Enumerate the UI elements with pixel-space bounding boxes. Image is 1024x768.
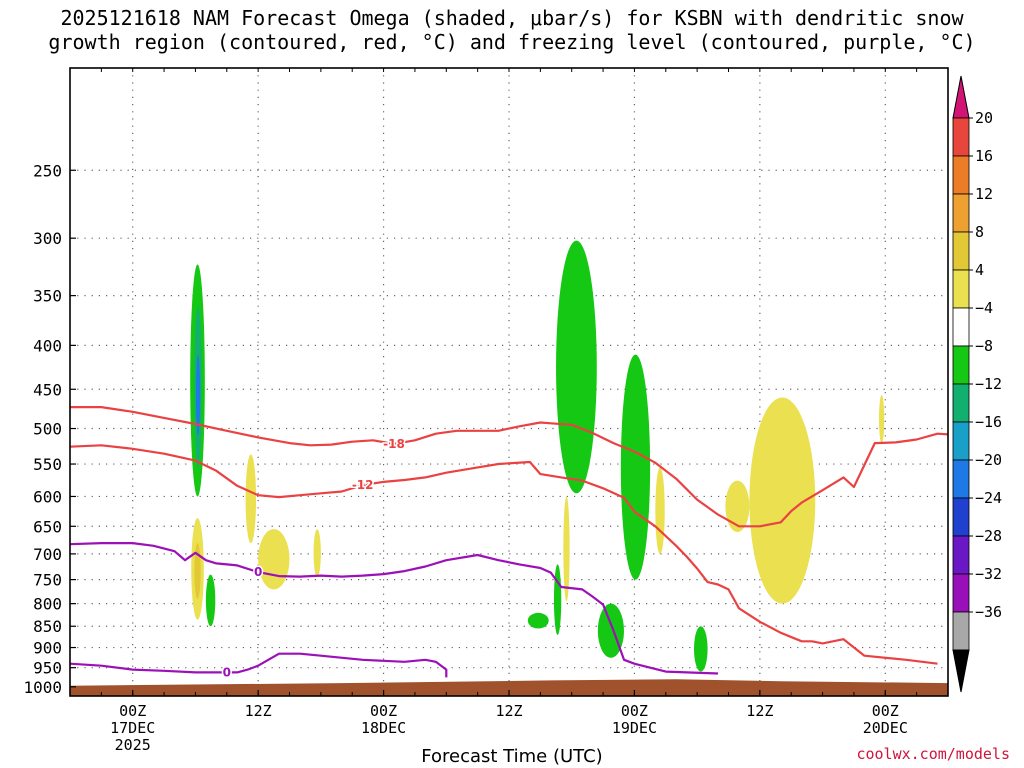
colorbar-segment — [952, 459, 970, 499]
colorbar-label: −16 — [975, 413, 1002, 431]
ground-layer — [70, 679, 948, 696]
y-tick-label: 500 — [33, 420, 62, 439]
colorbar-segment — [952, 421, 970, 461]
plot-background — [70, 68, 948, 696]
title-line-2: growth region (contoured, red, °C) and f… — [48, 30, 976, 54]
omega-blob — [563, 496, 570, 602]
x-tick-label: 2025 — [115, 736, 151, 754]
colorbar-label: −8 — [975, 337, 993, 355]
omega-blob — [205, 574, 216, 627]
colorbar-label: −24 — [975, 489, 1002, 507]
omega-blob — [749, 397, 816, 604]
x-tick-label: 12Z — [495, 702, 522, 720]
y-tick-label: 550 — [33, 455, 62, 474]
x-tick-label: 00Z — [872, 702, 899, 720]
colorbar-segment — [952, 117, 970, 157]
x-tick-label: 00Z — [119, 702, 146, 720]
colorbar-segment — [952, 611, 970, 651]
y-tick-label: 350 — [33, 287, 62, 306]
omega-blob — [527, 612, 549, 629]
colorbar-segment — [952, 497, 970, 537]
x-tick-label: 19DEC — [612, 719, 657, 737]
colorbar-segment — [952, 383, 970, 423]
colorbar: 20 16 12 8 4 −4 −8 −12 −16 −20 −24 −28 −32 −36 — [952, 75, 1002, 693]
y-tick-label: 600 — [33, 487, 62, 506]
x-tick-label: 00Z — [621, 702, 648, 720]
contour-label: 0 — [254, 565, 262, 579]
colorbar-segment — [952, 345, 970, 385]
omega-blob — [556, 240, 597, 494]
contour-line — [70, 406, 948, 528]
colorbar-segment — [952, 231, 970, 271]
x-tick-label: 12Z — [746, 702, 773, 720]
y-tick-label: 700 — [33, 545, 62, 564]
x-axis-label: Forecast Time (UTC) — [421, 746, 603, 767]
x-tick-label: 17DEC — [110, 719, 155, 737]
colorbar-label: −36 — [975, 603, 1002, 621]
colorbar-label: −12 — [975, 375, 1002, 393]
y-tick-label: 750 — [33, 571, 62, 590]
colorbar-label: 16 — [975, 147, 993, 165]
contour-line — [70, 652, 448, 678]
y-tick-label: 250 — [33, 161, 62, 180]
colorbar-label: −32 — [975, 565, 1002, 583]
y-tick-label: 900 — [33, 639, 62, 658]
contour-label: 0 — [223, 665, 231, 679]
colorbar-segment — [952, 573, 970, 613]
x-tick-label: 18DEC — [361, 719, 406, 737]
colorbar-label: 4 — [975, 261, 984, 279]
colorbar-segment — [952, 269, 970, 309]
x-tick-label: 00Z — [370, 702, 397, 720]
colorbar-label: 8 — [975, 223, 984, 241]
y-tick-label: 850 — [33, 617, 62, 636]
omega-blob — [245, 454, 257, 544]
contour-label: -18 — [383, 437, 405, 451]
y-tick-label: 400 — [33, 336, 62, 355]
chart-title: 2025121618 NAM Forecast Omega (shaded, μ… — [0, 6, 1024, 54]
omega-blob — [194, 543, 201, 599]
y-tick-label: 300 — [33, 229, 62, 248]
ground-fill — [70, 679, 948, 696]
colorbar-label: −20 — [975, 451, 1002, 469]
omega-blob — [553, 564, 562, 635]
omega-blob — [620, 354, 651, 580]
x-tick-label: 20DEC — [863, 719, 908, 737]
colorbar-label: −4 — [975, 299, 993, 317]
omega-shading — [190, 240, 885, 672]
y-tick-label: 450 — [33, 380, 62, 399]
credit-text: coolwx.com/models — [856, 745, 1010, 763]
contour-label: -12 — [352, 478, 374, 492]
omega-blob — [258, 529, 290, 590]
omega-blob — [694, 626, 708, 672]
colorbar-label: 20 — [975, 109, 993, 127]
colorbar-segment — [952, 535, 970, 575]
omega-blob — [879, 395, 885, 444]
colorbar-segment — [952, 307, 970, 347]
contour-line — [70, 444, 938, 665]
y-tick-label: 800 — [33, 595, 62, 614]
colorbar-label: 12 — [975, 185, 993, 203]
omega-blob — [725, 480, 750, 532]
y-tick-label: 650 — [33, 517, 62, 536]
omega-blob — [655, 467, 665, 554]
title-line-1: 2025121618 NAM Forecast Omega (shaded, μ… — [60, 6, 964, 30]
y-axis: 250 300 350 400 450 500 550 600 650 700 750 800 850 9… — [23, 161, 76, 697]
colorbar-label: −28 — [975, 527, 1002, 545]
colorbar-segment — [952, 193, 970, 233]
omega-blob — [313, 529, 321, 578]
contours: -18 -12 0 0 — [70, 406, 948, 681]
colorbar-arrow-bottom — [952, 649, 970, 693]
colorbar-arrow-top — [952, 75, 970, 119]
y-tick-label: 1000 — [23, 678, 62, 697]
colorbar-segment — [952, 155, 970, 195]
y-tick-label: 950 — [33, 659, 62, 678]
x-tick-label: 12Z — [245, 702, 272, 720]
contour-line — [70, 541, 719, 675]
omega-blob — [195, 354, 201, 436]
